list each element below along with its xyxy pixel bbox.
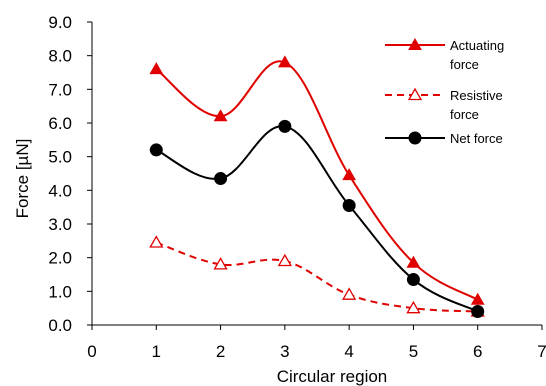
net-force-point [471,305,485,319]
y-tick-label: 8.0 [48,47,72,66]
y-tick-label: 9.0 [48,13,72,32]
x-axis-ticks: 0 1 2 3 4 5 6 7 [87,325,546,361]
net-force-point [214,172,228,186]
net-force-point [278,119,292,133]
series-net-force [149,119,485,319]
y-tick-label: 2.0 [48,249,72,268]
actuating-force-point [277,55,292,68]
data-series [149,55,485,319]
resistive-force-point [406,300,421,314]
y-axis-ticks: 0.0 1.0 2.0 3.0 4.0 5.0 6.0 7.0 8.0 9.0 [48,13,92,335]
y-tick-label: 6.0 [48,114,72,133]
actuating-force-point [406,255,421,268]
legend-label: force [450,107,479,122]
x-tick-label: 0 [87,342,96,361]
resistive-force-point [342,287,357,300]
net-force-point [149,143,163,157]
y-axis-title: Force [µN] [13,139,32,219]
resistive-force-point [277,253,292,267]
x-tick-label: 4 [344,342,353,361]
legend-label: force [450,57,479,72]
net-force-point [342,198,356,212]
y-tick-label: 4.0 [48,181,72,200]
x-tick-label: 5 [409,342,418,361]
legend-swatch-marker [407,87,423,101]
x-axis-title: Circular region [277,367,388,386]
legend: Actuating force Resistive force Net force [385,37,504,146]
resistive-force-point [149,235,164,248]
legend-item-resistive-force: Resistive force [385,87,503,122]
net-force-point [406,273,420,287]
legend-swatch-marker [408,37,422,50]
actuating-force-point [213,109,228,122]
y-tick-label: 7.0 [48,80,72,99]
x-tick-label: 2 [216,342,225,361]
series-actuating-force [149,55,485,305]
y-tick-label: 3.0 [48,215,72,234]
legend-swatch-marker [408,131,422,145]
y-tick-label: 5.0 [48,148,72,167]
net-force-line [155,125,479,313]
y-tick-label: 0.0 [48,316,72,335]
legend-label: Resistive [450,88,503,103]
x-tick-label: 3 [280,342,289,361]
legend-label: Net force [450,131,503,146]
x-tick-label: 6 [473,342,482,361]
x-tick-label: 7 [537,342,546,361]
actuating-force-point [470,292,485,305]
legend-label: Actuating [450,38,504,53]
y-tick-label: 1.0 [48,282,72,301]
legend-item-net-force: Net force [385,131,503,146]
actuating-force-point [342,168,357,181]
axes [91,22,542,326]
series-resistive-force [149,235,485,317]
resistive-force-point [213,257,228,270]
resistive-force-line [155,241,478,313]
actuating-force-point [149,62,164,75]
actuating-force-line [155,60,479,301]
legend-item-actuating-force: Actuating force [385,37,504,72]
x-tick-label: 1 [152,342,161,361]
